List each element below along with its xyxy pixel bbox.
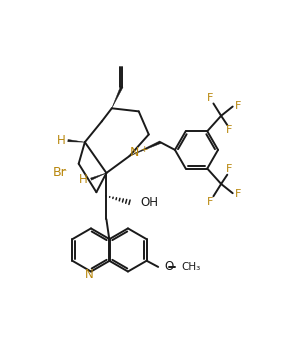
Text: F: F (226, 164, 232, 174)
Text: F: F (206, 93, 213, 103)
Text: Br: Br (52, 166, 66, 180)
Text: N: N (85, 268, 94, 281)
Text: OH: OH (140, 196, 158, 209)
Text: +: + (140, 145, 148, 154)
Text: F: F (235, 189, 241, 199)
Text: F: F (226, 125, 232, 135)
Text: O: O (164, 260, 174, 273)
Polygon shape (129, 141, 161, 156)
Polygon shape (68, 140, 85, 142)
Text: N: N (130, 146, 140, 160)
Polygon shape (91, 173, 106, 180)
Text: H: H (79, 173, 88, 186)
Text: H: H (57, 134, 66, 147)
Text: F: F (206, 197, 213, 207)
Text: CH₃: CH₃ (181, 262, 201, 272)
Polygon shape (112, 86, 123, 108)
Text: ⁻: ⁻ (62, 168, 67, 178)
Text: F: F (235, 101, 241, 111)
